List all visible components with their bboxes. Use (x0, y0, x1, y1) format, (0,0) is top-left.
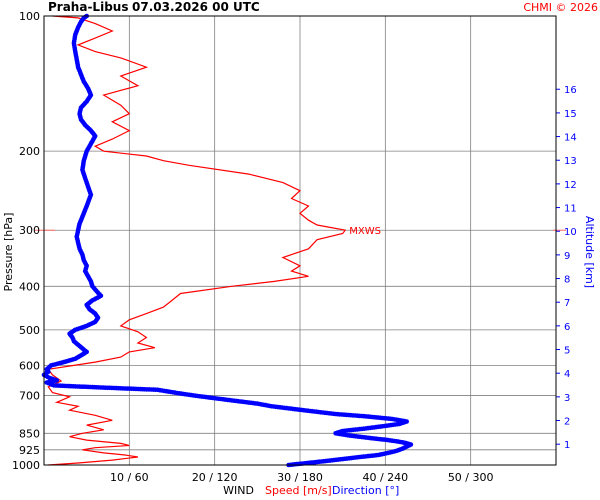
x-axis-label-direction: Direction [°] (332, 484, 399, 497)
pressure-tick-label-700: 700 (19, 389, 40, 402)
altitude-tick-label-5: 5 (564, 346, 570, 357)
y-axis-label-altitude: Altitude [km] (583, 216, 596, 288)
speed-profile-line (47, 15, 347, 466)
altitude-tick-label-15: 15 (564, 109, 577, 120)
pressure-tick-label-850: 850 (19, 427, 40, 440)
direction-profile (41, 13, 414, 468)
altitude-tick-label-8: 8 (564, 275, 570, 286)
chart-datetime: 07.03.2026 00 UTC (132, 0, 260, 14)
altitude-tick-label-6: 6 (564, 322, 570, 333)
x-tick-label-4: 50 / 300 (448, 471, 494, 484)
pressure-tick-label-300: 300 (19, 224, 40, 237)
grid-layer (35, 16, 566, 465)
series-layer: MXWS (41, 13, 414, 468)
x-axis-label-wind: WIND (223, 484, 254, 497)
altitude-tick-label-9: 9 (564, 251, 570, 262)
pressure-tick-label-400: 400 (19, 280, 40, 293)
pressure-tick-label-1000: 1000 (12, 459, 40, 472)
pressure-tick-label-500: 500 (19, 324, 40, 337)
altitude-tick-label-16: 16 (564, 85, 577, 96)
pressure-tick-label-100: 100 (19, 10, 40, 23)
altitude-tick-label-10: 10 (564, 227, 577, 238)
pressure-tick-label-600: 600 (19, 359, 40, 372)
altitude-tick-label-12: 12 (564, 180, 577, 191)
plot-frame (43, 15, 557, 466)
altitude-tick-label-1: 1 (564, 440, 570, 451)
altitude-tick-label-4: 4 (564, 369, 570, 380)
altitude-tick-label-11: 11 (564, 204, 577, 215)
x-tick-label-2: 30 / 180 (277, 471, 323, 484)
credit-text: CHMI © 2026 (523, 1, 598, 14)
pressure-tick-label-925: 925 (19, 444, 40, 457)
maxwind-label: MXWS (349, 226, 381, 237)
x-tick-label-0: 10 / 60 (110, 471, 149, 484)
altitude-tick-label-13: 13 (564, 156, 577, 167)
pressure-tick-label-200: 200 (19, 145, 40, 158)
x-axis-label-speed: Speed [m/s] (265, 484, 332, 497)
altitude-tick-label-2: 2 (564, 417, 570, 428)
y-axis-label-pressure: Pressure [hPa] (2, 213, 15, 292)
x-tick-label-1: 20 / 120 (192, 471, 238, 484)
altitude-tick-label-7: 7 (564, 298, 570, 309)
altitude-tick-label-14: 14 (564, 133, 577, 144)
altitude-tick-label-3: 3 (564, 393, 570, 404)
x-tick-label-3: 40 / 240 (362, 471, 408, 484)
chart-station: Praha-Libus (48, 0, 128, 14)
